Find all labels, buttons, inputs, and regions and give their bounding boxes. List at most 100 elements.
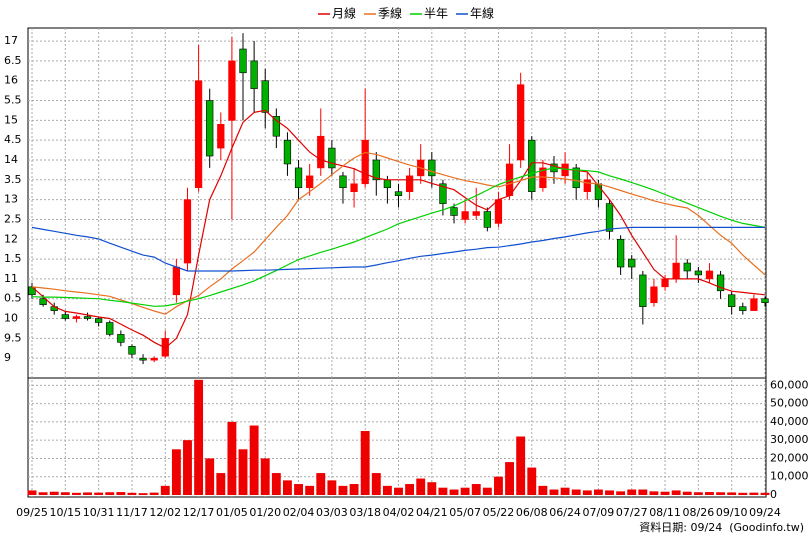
volume-bar xyxy=(105,492,115,495)
candle-body xyxy=(272,116,280,137)
candle-body xyxy=(350,183,358,193)
candle-body xyxy=(672,262,680,280)
volume-tick-label: 0 xyxy=(770,488,777,501)
volume-bar xyxy=(38,492,48,495)
volume-bar xyxy=(405,484,415,495)
candle-body xyxy=(517,84,525,161)
y-tick-label: 10 xyxy=(4,312,18,325)
volume-bar xyxy=(438,487,448,495)
candle-body xyxy=(206,100,214,157)
candle-body xyxy=(294,167,303,189)
x-tick-label: 09/25 xyxy=(16,506,48,519)
candle-body xyxy=(739,306,747,311)
volume-bar xyxy=(282,480,292,495)
volume-bar xyxy=(171,449,181,495)
volume-bar xyxy=(593,489,603,495)
candle-body xyxy=(328,147,336,169)
candle-body xyxy=(217,124,225,149)
candle-body xyxy=(139,357,147,361)
volume-bar xyxy=(549,489,559,495)
x-tick-label: 10/31 xyxy=(83,506,115,519)
candle-body xyxy=(39,298,47,305)
candle-body xyxy=(106,322,114,335)
candle-body xyxy=(705,270,714,280)
volume-tick-label: 30,000 xyxy=(770,433,808,446)
volume-bar xyxy=(627,489,637,495)
candle-body xyxy=(372,159,380,181)
volume-bar xyxy=(94,492,104,495)
candle-body xyxy=(428,159,436,177)
candle-body xyxy=(661,278,669,288)
legend-label: 季線 xyxy=(378,6,402,21)
candle-body xyxy=(183,199,192,264)
volume-bar xyxy=(83,492,92,495)
candle-body xyxy=(117,334,125,343)
volume-bar xyxy=(194,379,204,495)
volume-bar xyxy=(760,492,770,495)
y-tick-label: 2.5 xyxy=(4,212,22,225)
y-tick-label: 17 xyxy=(4,34,18,47)
y-tick-label: 9.5 xyxy=(4,331,22,344)
y-tick-label: 15 xyxy=(4,113,18,126)
x-tick-label: 05/22 xyxy=(483,506,515,519)
volume-bar xyxy=(727,492,737,495)
x-tick-label: 12/17 xyxy=(183,506,215,519)
candle-body xyxy=(339,175,347,189)
x-tick-label: 07/27 xyxy=(616,506,648,519)
volume-bar xyxy=(71,492,81,495)
legend-label: 月線 xyxy=(332,6,356,21)
moving-average-line xyxy=(31,226,765,272)
volume-bar xyxy=(216,473,226,495)
volume-bar xyxy=(471,484,481,495)
x-tick-label: 02/04 xyxy=(283,506,315,519)
candle-body xyxy=(194,80,203,189)
candle-body xyxy=(383,179,392,189)
volume-tick-label: 40,000 xyxy=(770,415,808,428)
volume-bar xyxy=(127,492,137,495)
volume-bar xyxy=(460,487,470,495)
volume-bar xyxy=(183,440,192,495)
volume-bar xyxy=(271,473,281,495)
candle-body xyxy=(472,211,480,216)
candle-body xyxy=(83,316,92,319)
volume-bar xyxy=(505,462,515,495)
volume-tick-label: 60,000 xyxy=(770,378,808,391)
volume-bar xyxy=(716,492,726,495)
candle-body xyxy=(394,191,403,196)
volume-bar xyxy=(316,473,326,495)
y-tick-label: 6.5 xyxy=(4,54,22,67)
candle-body xyxy=(650,286,658,303)
volume-bar xyxy=(360,431,370,495)
moving-average-line xyxy=(31,151,766,315)
y-tick-label: 16 xyxy=(4,74,18,87)
candle-body xyxy=(317,135,325,169)
legend-label: 半年 xyxy=(424,7,448,21)
x-tick-label: 01/05 xyxy=(216,506,248,519)
volume-bar xyxy=(560,487,570,495)
volume-bar xyxy=(238,449,248,495)
volume-bar xyxy=(516,436,526,495)
x-tick-label: 04/02 xyxy=(383,506,415,519)
candle-body xyxy=(228,60,236,121)
candle-body xyxy=(761,298,769,303)
candle-body xyxy=(694,270,702,276)
volume-bar xyxy=(338,485,348,495)
candle-body xyxy=(405,175,414,193)
candle-body xyxy=(716,274,725,292)
candle-body xyxy=(483,211,491,228)
plot-frame xyxy=(27,27,767,498)
candle-body xyxy=(261,80,269,113)
candle-body xyxy=(528,139,536,193)
volume-bar xyxy=(693,492,703,495)
candle-body xyxy=(494,199,503,224)
volume-bar xyxy=(638,489,648,495)
x-tick-label: 12/02 xyxy=(149,506,181,519)
volume-bar xyxy=(138,493,148,495)
candle-body xyxy=(439,183,447,204)
x-tick-label: 08/11 xyxy=(649,506,681,519)
volume-tick-label: 10,000 xyxy=(770,470,808,483)
candle-body xyxy=(283,139,292,165)
volume-bar xyxy=(149,492,159,495)
volume-tick-label: 20,000 xyxy=(770,451,808,464)
